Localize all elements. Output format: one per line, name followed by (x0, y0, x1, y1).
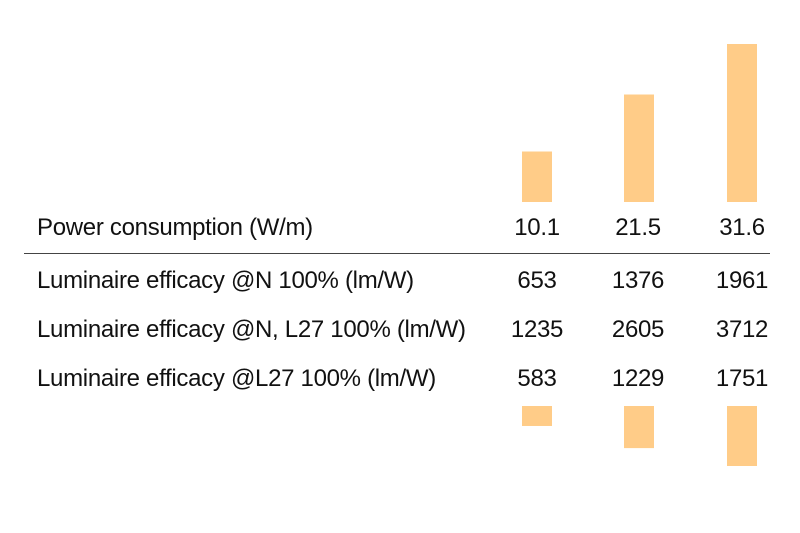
efficacy-l27-bar-1 (522, 406, 552, 426)
efficacy-l27-value-2: 1229 (611, 365, 665, 392)
power-row-label: Power consumption (W/m) (37, 214, 313, 241)
efficacy-n-l27-value-2: 2605 (611, 316, 665, 343)
power-bar-3 (727, 44, 757, 202)
power-bar-1 (522, 151, 552, 202)
power-value-2: 21.5 (615, 214, 661, 241)
power-value-3: 31.6 (719, 214, 765, 241)
power-bar-2 (624, 94, 654, 202)
efficacy-n-value-2: 1376 (611, 267, 665, 294)
efficacy-n-l27-label: Luminaire efficacy @N, L27 100% (lm/W) (37, 316, 466, 343)
efficacy-n-l27-value-1: 1235 (510, 316, 564, 343)
efficacy-l27-bar-3 (727, 406, 757, 466)
efficacy-l27-label: Luminaire efficacy @L27 100% (lm/W) (37, 365, 436, 392)
efficacy-l27-bar-2 (624, 406, 654, 449)
header-divider (24, 253, 770, 254)
efficacy-l27-value-3: 1751 (715, 365, 769, 392)
efficacy-l27-value-1: 583 (517, 365, 557, 392)
efficacy-n-l27-value-3: 3712 (715, 316, 769, 343)
power-value-1: 10.1 (514, 214, 560, 241)
efficacy-n-value-3: 1961 (715, 267, 769, 294)
efficacy-n-label: Luminaire efficacy @N 100% (lm/W) (37, 267, 414, 294)
efficacy-n-value-1: 653 (517, 267, 557, 294)
